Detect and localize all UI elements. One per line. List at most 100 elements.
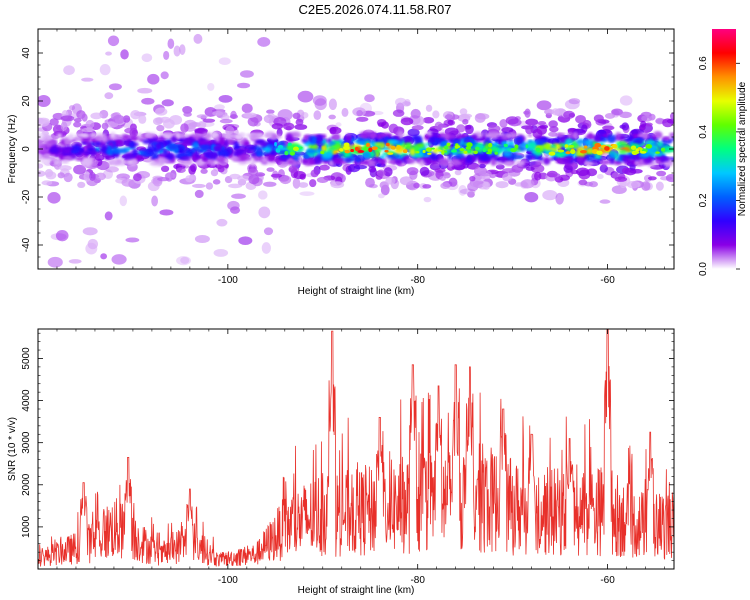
heatmap-cell bbox=[466, 142, 473, 148]
heatmap-cell bbox=[490, 158, 496, 166]
heatmap-cell bbox=[444, 145, 449, 150]
heatmap-cell bbox=[510, 152, 518, 161]
heatmap-cell bbox=[49, 118, 59, 126]
heatmap-cell bbox=[388, 139, 399, 145]
heatmap-cell bbox=[261, 157, 268, 163]
heatmap-cell bbox=[581, 124, 588, 133]
heatmap-cell bbox=[614, 176, 628, 182]
x-tick-label: -100 bbox=[218, 575, 238, 586]
heatmap-cell bbox=[194, 189, 204, 199]
heatmap-cell bbox=[438, 157, 450, 166]
heatmap-cell bbox=[47, 192, 61, 204]
heatmap-cell bbox=[392, 109, 405, 117]
heatmap-cell bbox=[81, 127, 95, 133]
heatmap-cell bbox=[63, 156, 73, 161]
heatmap-cell bbox=[310, 169, 319, 178]
heatmap-cell bbox=[410, 108, 421, 119]
heatmap-cell bbox=[176, 167, 186, 173]
heatmap-cell bbox=[519, 146, 526, 152]
heatmap-cell bbox=[627, 134, 634, 142]
heatmap-cell bbox=[38, 133, 44, 139]
heatmap-cell bbox=[379, 155, 386, 159]
heatmap-cell bbox=[279, 175, 292, 185]
heatmap-cell bbox=[130, 110, 141, 120]
heatmap-cell bbox=[575, 114, 587, 124]
heatmap-cell bbox=[56, 133, 62, 139]
heatmap-cell bbox=[119, 195, 128, 207]
spectrogram-panel: -100 -80 -60 -40 -20 0 20 40 Height of straigh… bbox=[7, 28, 675, 297]
heatmap-cell bbox=[121, 178, 135, 187]
heatmap-cell bbox=[339, 148, 344, 152]
heatmap-cell bbox=[213, 147, 222, 152]
heatmap-cell bbox=[197, 121, 207, 129]
heatmap-cell bbox=[593, 154, 601, 160]
spectrogram-y-ticks: -40 -20 0 20 40 bbox=[21, 28, 674, 270]
heatmap-cell bbox=[479, 160, 485, 164]
heatmap-cell bbox=[266, 167, 275, 172]
heatmap-cell bbox=[305, 148, 317, 154]
heatmap-cell bbox=[95, 141, 101, 146]
colorbar-label: Normalized spectral amplitude bbox=[737, 81, 748, 216]
heatmap-cell bbox=[248, 174, 260, 185]
heatmap-cell bbox=[411, 125, 424, 131]
heatmap-cell bbox=[422, 184, 432, 189]
heatmap-cell bbox=[104, 211, 113, 221]
heatmap-cell bbox=[598, 136, 606, 142]
heatmap-cell bbox=[526, 154, 532, 162]
heatmap-cell bbox=[257, 190, 268, 200]
heatmap-cell bbox=[271, 123, 284, 130]
heatmap-cell bbox=[635, 148, 640, 153]
heatmap-cell bbox=[462, 118, 469, 125]
heatmap-cell bbox=[112, 114, 125, 124]
heatmap-cell bbox=[216, 218, 228, 227]
heatmap-cell bbox=[660, 147, 666, 152]
heatmap-cell bbox=[394, 159, 402, 165]
heatmap-cell bbox=[524, 108, 531, 118]
heatmap-cell bbox=[217, 150, 228, 156]
heatmap-cell bbox=[111, 254, 127, 265]
heatmap-cell bbox=[579, 149, 587, 154]
heatmap-cell bbox=[45, 171, 57, 180]
heatmap-cell bbox=[243, 112, 257, 118]
heatmap-cell bbox=[606, 134, 617, 143]
heatmap-cell bbox=[551, 108, 560, 116]
heatmap-cell bbox=[599, 199, 611, 204]
heatmap-cell bbox=[396, 145, 401, 150]
heatmap-cell bbox=[103, 154, 111, 161]
heatmap-cell bbox=[411, 134, 423, 143]
heatmap-cell bbox=[320, 150, 325, 155]
heatmap-cell bbox=[629, 168, 643, 174]
heatmap-cell bbox=[618, 149, 628, 155]
heatmap-cell bbox=[52, 157, 59, 163]
heatmap-cell bbox=[228, 183, 243, 189]
heatmap-cell bbox=[160, 71, 169, 80]
heatmap-cell bbox=[502, 136, 508, 140]
heatmap-cell bbox=[626, 180, 641, 189]
heatmap-cell bbox=[397, 130, 405, 139]
heatmap-cell bbox=[108, 141, 114, 147]
heatmap-cell bbox=[263, 181, 277, 187]
heatmap-cell bbox=[279, 141, 286, 146]
heatmap-cell bbox=[525, 144, 529, 149]
heatmap-cell bbox=[71, 149, 79, 154]
heatmap-cell bbox=[434, 168, 446, 173]
heatmap-cell bbox=[593, 114, 604, 123]
heatmap-cell bbox=[100, 253, 108, 260]
heatmap-cell bbox=[655, 159, 661, 164]
heatmap-cell bbox=[427, 152, 432, 155]
heatmap-cell bbox=[201, 132, 212, 140]
heatmap-cell bbox=[151, 151, 159, 160]
heatmap-cell bbox=[474, 146, 480, 151]
heatmap-cell bbox=[179, 132, 187, 139]
heatmap-cell bbox=[565, 151, 571, 155]
heatmap-cell bbox=[60, 160, 70, 164]
heatmap-cell bbox=[263, 227, 274, 236]
heatmap-cell bbox=[154, 107, 168, 116]
heatmap-cell bbox=[503, 161, 514, 166]
colorbar-ticks: 0.0 0.2 0.4 0.6 bbox=[698, 56, 740, 276]
heatmap-cell bbox=[412, 155, 417, 159]
heatmap-cell bbox=[414, 146, 420, 153]
heatmap-cell bbox=[527, 133, 533, 137]
heatmap-cell bbox=[596, 174, 604, 180]
